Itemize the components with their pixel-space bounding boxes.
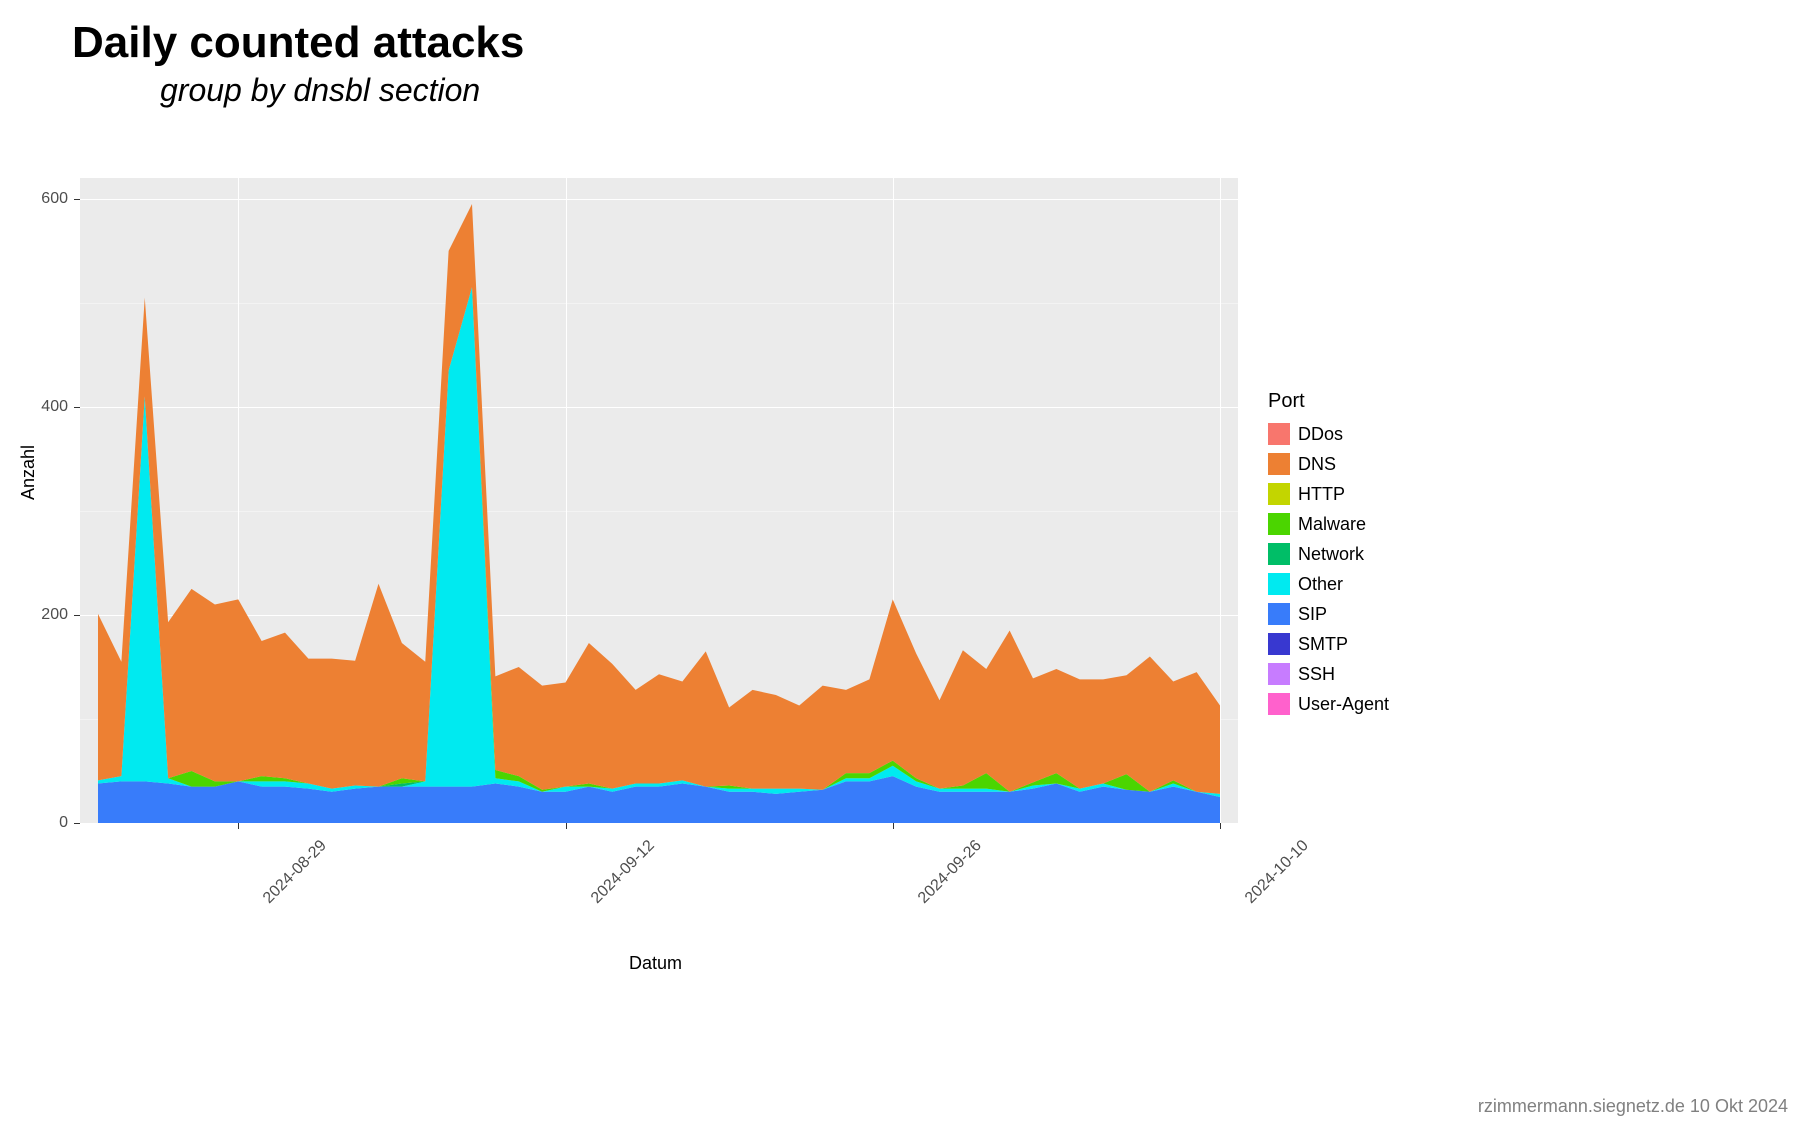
legend-label: Malware	[1298, 514, 1366, 535]
x-tick-label: 2024-10-10	[1242, 837, 1313, 908]
legend-swatch	[1268, 603, 1290, 625]
x-tick-label: 2024-09-26	[915, 837, 986, 908]
legend-swatch	[1268, 573, 1290, 595]
stacked-area-chart	[80, 178, 1238, 823]
plot-panel	[80, 178, 1238, 823]
area-ddos	[98, 204, 1220, 708]
legend-label: SSH	[1298, 664, 1335, 685]
legend-item: Network	[1268, 539, 1389, 569]
x-tick-label: 2024-08-29	[260, 837, 331, 908]
area-dns	[98, 204, 1220, 794]
legend-label: DDos	[1298, 424, 1343, 445]
legend-item: SSH	[1268, 659, 1389, 689]
legend-label: SIP	[1298, 604, 1327, 625]
y-tick-label: 600	[0, 190, 68, 208]
legend-label: Network	[1298, 544, 1364, 565]
legend-swatch	[1268, 693, 1290, 715]
y-tick-label: 400	[0, 398, 68, 416]
legend-item: Malware	[1268, 509, 1389, 539]
legend-swatch	[1268, 513, 1290, 535]
legend-item: SIP	[1268, 599, 1389, 629]
y-tick-label: 0	[0, 814, 68, 832]
legend-swatch	[1268, 543, 1290, 565]
y-tick-label: 200	[0, 606, 68, 624]
legend-swatch	[1268, 633, 1290, 655]
legend-label: DNS	[1298, 454, 1336, 475]
chart-subtitle: group by dnsbl section	[160, 72, 480, 109]
legend-title: Port	[1268, 390, 1389, 413]
legend-item: User-Agent	[1268, 689, 1389, 719]
legend: Port DDos DNS HTTP Malware Network Other SIP SM…	[1268, 390, 1389, 719]
legend-item: DDos	[1268, 419, 1389, 449]
chart-caption: rzimmermann.siegnetz.de 10 Okt 2024	[1478, 1096, 1788, 1117]
legend-label: SMTP	[1298, 634, 1348, 655]
legend-item: Other	[1268, 569, 1389, 599]
legend-label: HTTP	[1298, 484, 1345, 505]
chart-title: Daily counted attacks	[72, 18, 524, 68]
legend-item: DNS	[1268, 449, 1389, 479]
y-axis-label: Anzahl	[18, 445, 39, 500]
legend-swatch	[1268, 663, 1290, 685]
legend-swatch	[1268, 483, 1290, 505]
legend-label: User-Agent	[1298, 694, 1389, 715]
legend-item: SMTP	[1268, 629, 1389, 659]
legend-label: Other	[1298, 574, 1343, 595]
x-tick-label: 2024-09-12	[587, 837, 658, 908]
x-axis-label: Datum	[629, 953, 682, 974]
legend-item: HTTP	[1268, 479, 1389, 509]
legend-swatch	[1268, 423, 1290, 445]
legend-swatch	[1268, 453, 1290, 475]
